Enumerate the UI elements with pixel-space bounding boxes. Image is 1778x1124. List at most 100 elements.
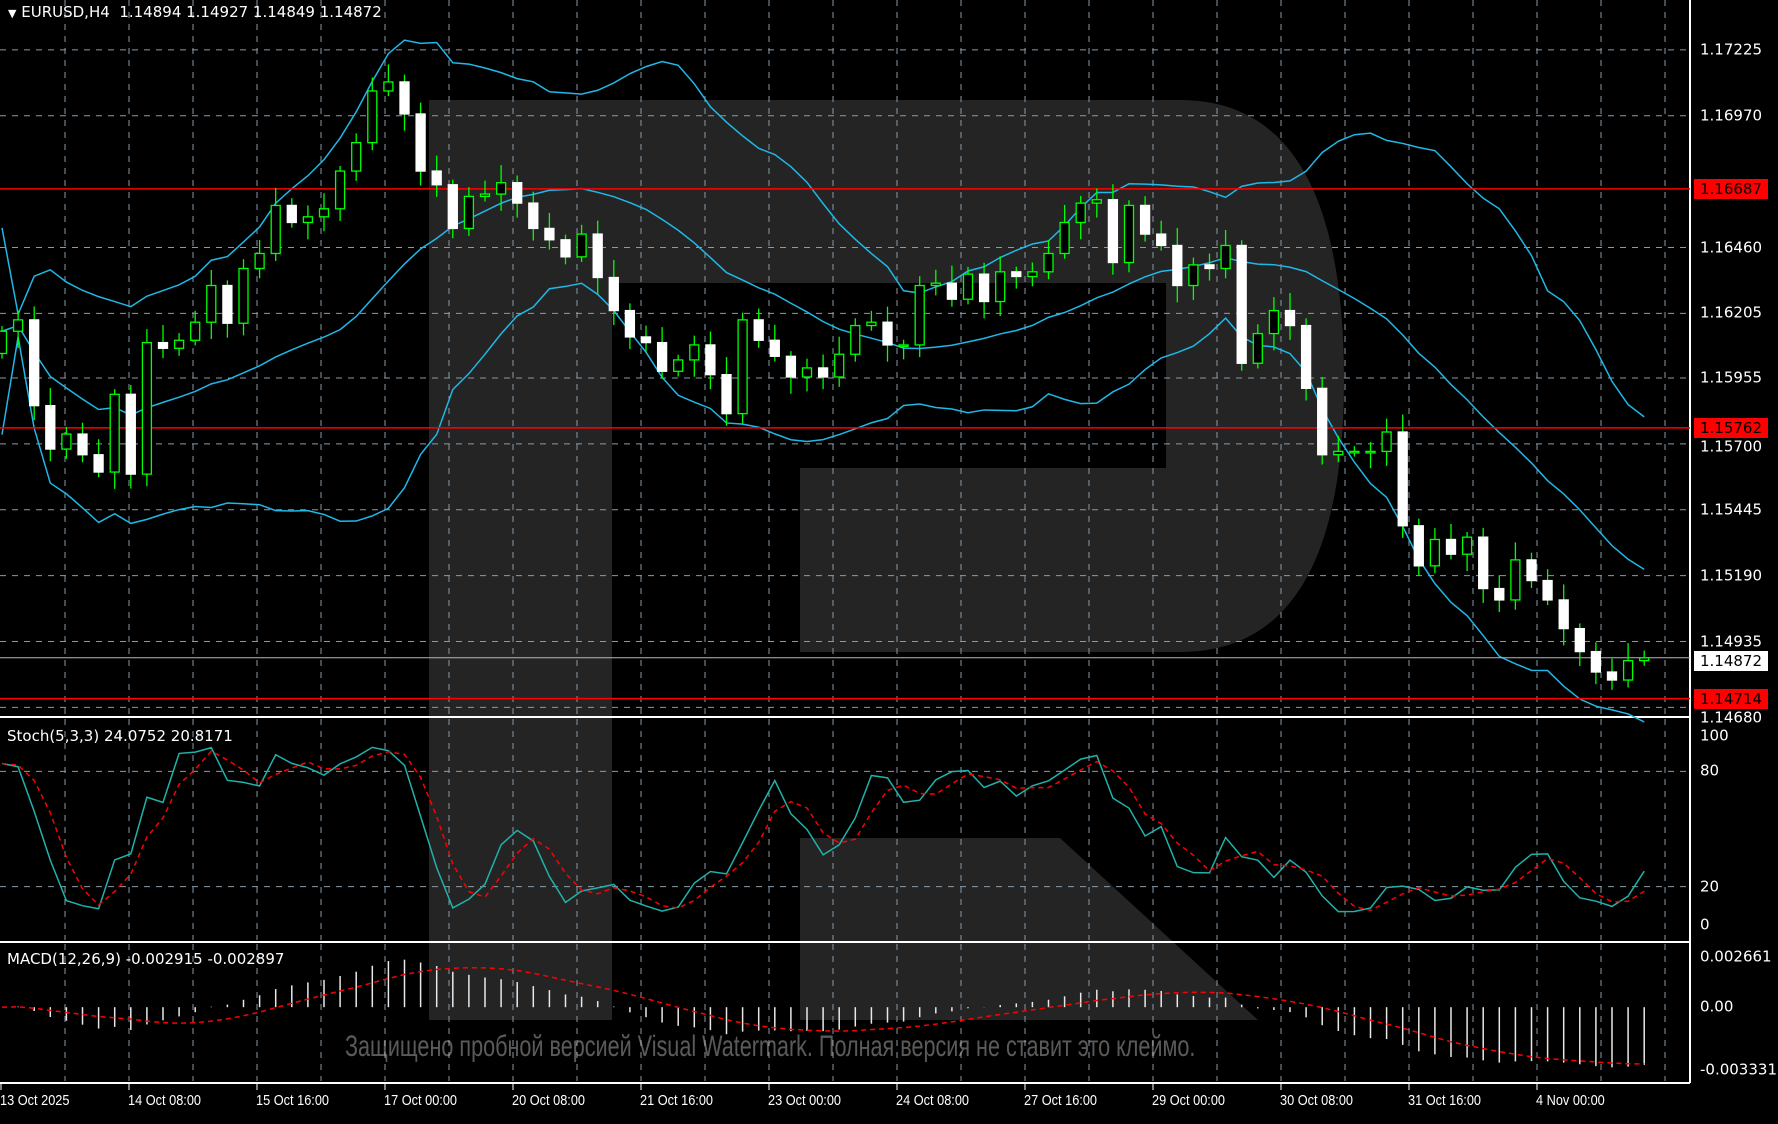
watermark-logo — [429, 100, 1344, 1020]
candle-bearish — [1526, 559, 1537, 582]
candle-bearish — [1172, 244, 1183, 287]
candle-bullish — [206, 284, 217, 323]
time-label: 31 Oct 16:00 — [1408, 1092, 1482, 1109]
candle-bearish — [157, 341, 169, 349]
candle-bullish — [270, 204, 281, 255]
ohlc-values: 1.14894 1.14927 1.14849 1.14872 — [119, 3, 382, 21]
candle-bearish — [1542, 579, 1553, 601]
candle-bearish — [1236, 244, 1247, 364]
candle-bullish — [898, 344, 909, 348]
candle-bullish — [1365, 450, 1376, 454]
price-tick-label: 1.14935 — [1700, 632, 1763, 651]
candle-bullish — [1220, 244, 1231, 270]
candle-bullish — [1381, 431, 1392, 453]
candle-bullish — [1123, 204, 1135, 264]
stoch-signal-line — [1, 750, 1645, 912]
candle-bearish — [222, 284, 233, 324]
candle-bullish — [1252, 332, 1263, 364]
candle-bullish — [1622, 659, 1634, 681]
candle-bearish — [45, 405, 56, 450]
candle-bearish — [93, 454, 104, 473]
stoch-tick-label: 100 — [1700, 726, 1729, 745]
candle-bullish — [962, 273, 974, 300]
candle-bullish — [383, 81, 394, 92]
triangle-down-icon[interactable]: ▼ — [8, 7, 17, 20]
candle-bullish — [479, 193, 491, 198]
candle-bearish — [1300, 324, 1312, 389]
candle-bearish — [1284, 309, 1296, 327]
candle-bullish — [914, 284, 925, 346]
candle-bearish — [1606, 671, 1618, 681]
candle-bullish — [254, 252, 265, 270]
candle-bullish — [1188, 264, 1199, 287]
candle-bullish — [302, 216, 314, 224]
candle-bullish — [351, 141, 362, 172]
candle-bullish — [1510, 559, 1521, 601]
candle-bearish — [882, 321, 893, 346]
candle-bullish — [866, 321, 877, 327]
candle-bullish — [334, 170, 346, 210]
candle-bullish — [576, 233, 587, 258]
candle-bearish — [1413, 525, 1424, 567]
candle-bearish — [753, 319, 764, 341]
stoch-tick-label: 20 — [1700, 877, 1720, 896]
candle-bearish — [946, 282, 958, 300]
price-tick-label: 1.17225 — [1700, 40, 1763, 59]
candle-bullish — [109, 393, 120, 473]
candle-bullish — [1027, 271, 1038, 278]
price-tick-label: 1.16460 — [1700, 238, 1763, 257]
candle-bearish — [1204, 264, 1215, 270]
price-tick-label: 1.15190 — [1700, 566, 1763, 585]
candle-bearish — [399, 81, 410, 115]
level-price-tag: 1.16687 — [1694, 178, 1768, 199]
candle-bearish — [656, 341, 668, 372]
candle-bullish — [930, 282, 941, 287]
watermark-text: Защищено пробной версией Visual Watermar… — [345, 1030, 1196, 1063]
candle-bearish — [1397, 431, 1408, 527]
symbol-header: ▼ EURUSD,H4 1.14894 1.14927 1.14849 1.14… — [8, 3, 382, 21]
candle-bearish — [1574, 627, 1585, 653]
candle-bearish — [447, 184, 458, 230]
candle-bearish — [721, 373, 732, 415]
time-label: 4 Nov 00:00 — [1536, 1092, 1605, 1109]
candle-bearish — [1478, 536, 1489, 590]
candle-bullish — [318, 208, 330, 218]
candle-bearish — [592, 233, 603, 279]
candle-bearish — [431, 170, 442, 186]
candle-bullish — [1461, 536, 1473, 555]
candle-bullish — [190, 321, 201, 341]
candle-bullish — [238, 267, 249, 324]
candle-bullish — [737, 319, 748, 415]
macd-tick-label: -0.003331 — [1700, 1060, 1777, 1079]
candle-bullish — [801, 367, 813, 378]
time-label: 24 Oct 08:00 — [896, 1092, 970, 1109]
candle-bearish — [29, 319, 40, 407]
candle-bullish — [173, 339, 185, 349]
candle-bearish — [528, 202, 539, 230]
candle-bullish — [495, 182, 507, 195]
candle-bearish — [1558, 599, 1569, 630]
current-price-tag: 1.14872 — [1694, 651, 1768, 672]
time-label: 20 Oct 08:00 — [512, 1092, 586, 1109]
level-price-tag: 1.15762 — [1694, 417, 1768, 438]
candle-bearish — [1107, 199, 1119, 264]
time-label: 27 Oct 16:00 — [1024, 1092, 1098, 1109]
candle-bullish — [141, 341, 153, 475]
candle-bullish — [850, 324, 861, 355]
candle-bearish — [705, 344, 716, 376]
time-label: 29 Oct 00:00 — [1152, 1092, 1226, 1109]
candle-bullish — [689, 344, 700, 361]
macd-tick-label: 0.00 — [1700, 997, 1734, 1016]
stoch-main-line — [1, 746, 1645, 913]
candle-bearish — [560, 239, 571, 258]
stoch-tick-label: 80 — [1700, 761, 1720, 780]
candle-bearish — [640, 336, 652, 344]
candle-bullish — [1349, 450, 1360, 454]
candle-bullish — [673, 359, 684, 372]
price-tick-label: 1.15955 — [1700, 368, 1763, 387]
candle-bearish — [1156, 233, 1167, 247]
candle-bullish — [995, 271, 1006, 303]
candle-bearish — [624, 309, 636, 338]
